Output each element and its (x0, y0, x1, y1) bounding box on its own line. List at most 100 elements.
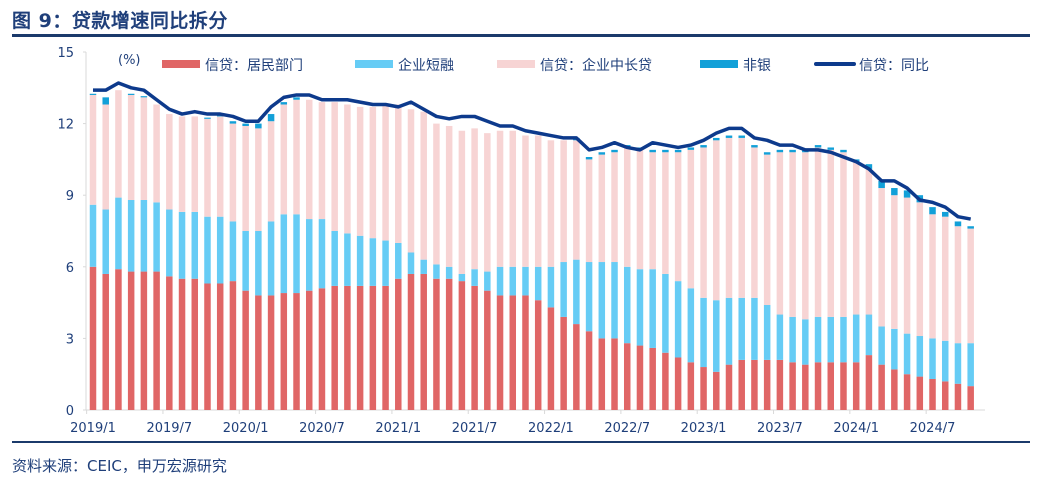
bar-nonbank (954, 221, 962, 227)
bar-long_term (356, 106, 364, 236)
bar-long_term (216, 116, 224, 217)
bar-short_term (267, 221, 275, 296)
y-tick-label: 15 (57, 46, 74, 61)
bar-household (547, 307, 555, 410)
bar-long_term (662, 152, 669, 274)
source-note: 资料来源：CEIC，申万宏源研究 (12, 457, 227, 475)
bar-household (89, 266, 97, 410)
bar-nonbank (700, 145, 707, 148)
legend-label-nonbank: 非银 (743, 58, 771, 74)
bar-short_term (178, 211, 186, 279)
x-tick-label: 2019/1 (70, 421, 116, 436)
bar-household (852, 362, 860, 410)
bar-nonbank (967, 226, 974, 229)
bar-long_term (369, 106, 377, 239)
bar-household (598, 338, 606, 410)
bar-household (395, 278, 402, 410)
bar-household (166, 276, 173, 410)
bar-long_term (318, 102, 326, 220)
bar-household (127, 271, 135, 410)
bar-short_term (305, 219, 313, 291)
bar-nonbank (293, 97, 300, 100)
bar-household (153, 271, 160, 410)
bar-long_term (471, 128, 478, 270)
bar-long_term (916, 202, 924, 337)
bar-household (178, 278, 186, 410)
bar-short_term (903, 333, 911, 375)
bar-long_term (166, 114, 173, 210)
bar-long_term (674, 152, 682, 282)
bar-short_term (318, 219, 326, 289)
bar-short_term (89, 204, 97, 267)
bar-long_term (496, 130, 504, 267)
bar-long_term (751, 147, 758, 298)
bar-household (751, 359, 758, 410)
bar-short_term (560, 262, 567, 317)
bar-long_term (547, 140, 555, 267)
bar-household (674, 357, 682, 410)
bar-long_term (127, 94, 135, 200)
bar-household (255, 295, 262, 410)
bar-long_term (954, 226, 962, 344)
bar-long_term (865, 168, 873, 315)
bar-household (267, 295, 275, 410)
bar-household (509, 295, 517, 410)
bar-nonbank (941, 211, 949, 217)
bar-household (369, 285, 377, 410)
bar-nonbank (814, 145, 822, 148)
bar-long_term (967, 228, 974, 344)
bar-short_term (763, 304, 771, 360)
bar-long_term (802, 152, 809, 320)
bar-long_term (229, 123, 237, 222)
bar-short_term (382, 240, 389, 286)
bar-nonbank (598, 152, 606, 155)
bar-short_term (598, 262, 606, 339)
line-total (93, 81, 972, 221)
bar-short_term (445, 266, 453, 279)
bar-short_term (738, 297, 745, 360)
bar-long_term (573, 140, 580, 260)
bar-short_term (725, 297, 733, 365)
bar-long_term (89, 94, 97, 205)
bar-household (280, 293, 288, 410)
bar-long_term (534, 135, 542, 267)
bar-nonbank (140, 96, 148, 98)
bar-household (878, 364, 885, 410)
bar-long_term (140, 97, 148, 200)
bar-long_term (395, 104, 402, 243)
bar-nonbank (865, 164, 873, 169)
bar-long_term (382, 104, 389, 241)
bar-long_term (420, 111, 427, 260)
bar-long_term (293, 99, 300, 215)
bar-household (242, 290, 249, 410)
bar-long_term (687, 149, 695, 289)
bar-short_term (751, 297, 758, 360)
bar-nonbank (242, 123, 249, 126)
bar-short_term (649, 269, 656, 348)
bar-long_term (649, 152, 656, 270)
bar-long_term (814, 147, 822, 317)
bar-short_term (636, 269, 644, 346)
bar-household (725, 364, 733, 410)
bar-short_term (140, 199, 148, 272)
bar-long_term (204, 118, 211, 217)
bar-household (382, 285, 389, 410)
bar-nonbank (903, 190, 911, 198)
x-tick-label: 2020/1 (223, 421, 269, 436)
bar-household (115, 269, 122, 410)
bar-short_term (891, 328, 898, 370)
bar-nonbank (827, 147, 835, 150)
bar-long_term (891, 195, 898, 329)
bar-household (318, 288, 326, 410)
bar-household (585, 331, 593, 410)
bar-household (229, 281, 237, 410)
bar-household (407, 273, 415, 410)
bar-nonbank (878, 180, 885, 189)
bar-short_term (776, 314, 784, 360)
bar-household (204, 283, 211, 410)
bar-short_term (293, 214, 300, 294)
x-tick-label: 2020/7 (299, 421, 345, 436)
bar-short_term (216, 216, 224, 284)
bar-long_term (941, 216, 949, 341)
